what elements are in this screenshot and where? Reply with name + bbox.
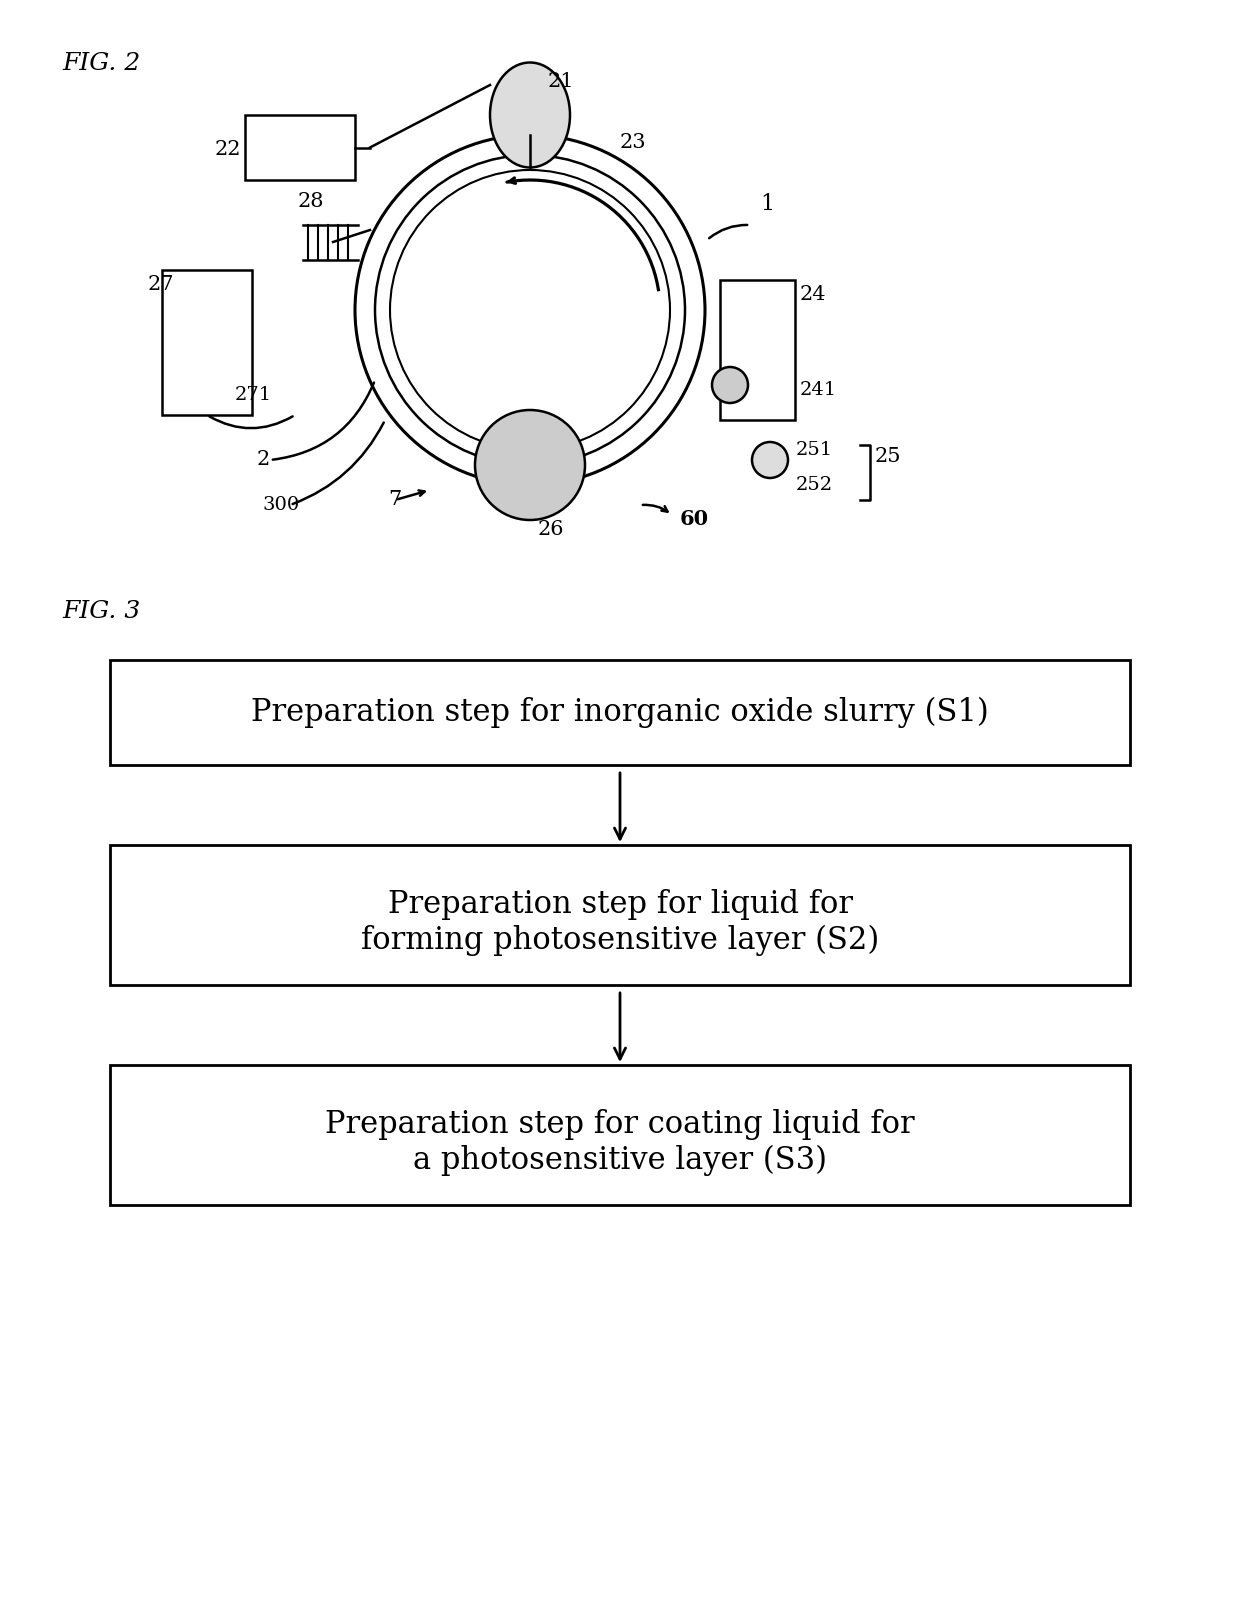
Text: forming photosensitive layer (S2): forming photosensitive layer (S2) xyxy=(361,925,879,955)
Bar xyxy=(720,279,795,420)
Bar xyxy=(246,115,355,181)
Text: 251: 251 xyxy=(796,441,833,458)
Text: 27: 27 xyxy=(148,274,175,294)
Text: 60: 60 xyxy=(680,508,709,529)
Text: 271: 271 xyxy=(236,386,272,404)
Text: 23: 23 xyxy=(620,132,646,152)
Text: 22: 22 xyxy=(215,140,242,160)
Text: Preparation step for liquid for: Preparation step for liquid for xyxy=(387,889,853,920)
Text: 25: 25 xyxy=(875,447,901,466)
Text: Preparation step for inorganic oxide slurry (S1): Preparation step for inorganic oxide slu… xyxy=(252,697,988,728)
Text: Preparation step for coating liquid for: Preparation step for coating liquid for xyxy=(325,1109,915,1141)
Text: 1: 1 xyxy=(760,194,774,215)
Circle shape xyxy=(475,410,585,520)
Text: FIG. 2: FIG. 2 xyxy=(62,52,140,74)
Text: a photosensitive layer (S3): a photosensitive layer (S3) xyxy=(413,1144,827,1175)
Ellipse shape xyxy=(490,63,570,168)
Text: 2: 2 xyxy=(257,450,270,470)
Text: 300: 300 xyxy=(262,495,299,513)
Text: FIG. 3: FIG. 3 xyxy=(62,600,140,623)
Circle shape xyxy=(712,366,748,404)
Text: 24: 24 xyxy=(800,286,827,303)
Text: 28: 28 xyxy=(298,192,325,211)
Text: 26: 26 xyxy=(538,520,564,539)
Text: 252: 252 xyxy=(796,476,833,494)
Text: 7: 7 xyxy=(388,491,402,508)
Text: 21: 21 xyxy=(548,73,574,90)
Bar xyxy=(162,270,252,415)
Circle shape xyxy=(751,442,787,478)
Text: 241: 241 xyxy=(800,381,837,399)
